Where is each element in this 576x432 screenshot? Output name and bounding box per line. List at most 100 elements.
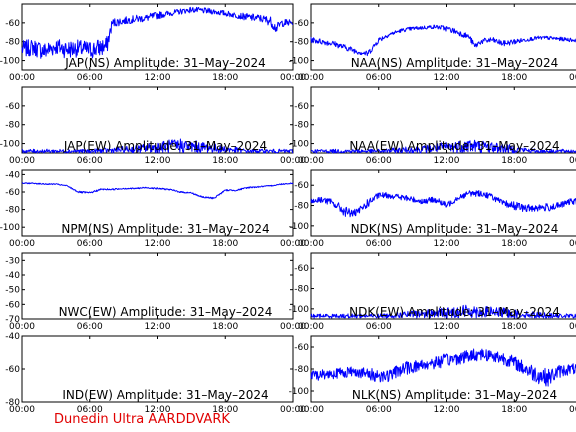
y-tick-label: -80 [294, 202, 309, 212]
y-tick-label: -80 [294, 121, 309, 131]
y-tick-label: -80 [5, 38, 20, 48]
panel-title: NDK(EW) Amplitude: 31–May–2024 [349, 305, 560, 319]
y-tick-label: -80 [5, 121, 20, 131]
x-tick-label: 12:00 [434, 322, 460, 332]
x-tick-label: 18:00 [501, 156, 527, 166]
x-tick-label: 18:00 [212, 405, 238, 415]
x-tick-label: 18:00 [501, 73, 527, 83]
y-tick-label: -100 [289, 305, 310, 315]
panel-nlk-ns: -60 -80 -100 00:00 06:00 12:00 18:00 00:00 NLK(N… [289, 335, 576, 415]
y-tick-label: -100 [289, 140, 310, 150]
x-tick-label: 12:00 [145, 156, 171, 166]
x-tick-label: 06:00 [77, 73, 103, 83]
y-tick-label: -60 [294, 181, 309, 191]
y-tick-label: -80 [5, 398, 20, 408]
panel-ndk-ew: -60 -80 -100 00:00 06:00 12:00 18:00 00:00 NDK(E… [289, 252, 576, 332]
y-tick-label: -60 [5, 365, 20, 375]
y-tick-label: -100 [289, 387, 310, 397]
x-tick-label: 00:00 [569, 405, 576, 415]
y-tick-label: -30 [5, 256, 20, 266]
x-tick-label: 00:00 [9, 405, 35, 415]
plot-frame [310, 86, 576, 154]
y-tick-label: -60 [294, 19, 309, 29]
x-tick-label: 12:00 [145, 239, 171, 249]
y-tick-label: -60 [294, 102, 309, 112]
x-tick-label: 00:00 [569, 156, 576, 166]
y-tick-label: -40 [5, 170, 20, 180]
x-tick-label: 12:00 [434, 73, 460, 83]
panels: -60 -80 -100 00:00 06:00 12:00 18:00 00:00 JAP(N… [0, 3, 576, 415]
x-tick-label: 18:00 [501, 239, 527, 249]
panel-title: NLK(NS) Amplitude: 31–May–2024 [352, 388, 557, 402]
y-tick-label: -50 [5, 286, 20, 296]
panel-ndk-ns: -60 -80 -100 00:00 06:00 12:00 18:00 00:00 NDK(N… [289, 169, 576, 249]
y-tick-label: -40 [5, 271, 20, 281]
x-tick-label: 12:00 [145, 405, 171, 415]
x-tick-label: 12:00 [145, 73, 171, 83]
x-tick-label: 00:00 [9, 322, 35, 332]
x-tick-label: 06:00 [77, 322, 103, 332]
plot-frame [21, 86, 294, 154]
panel-title: NWC(EW) Amplitude: 31–May–2024 [59, 305, 273, 319]
x-tick-label: 00:00 [298, 156, 324, 166]
x-tick-label: 00:00 [9, 73, 35, 83]
x-tick-label: 06:00 [366, 405, 392, 415]
x-tick-label: 06:00 [366, 73, 392, 83]
y-tick-label: -80 [294, 38, 309, 48]
series-trace [310, 24, 576, 57]
plot-frame [310, 3, 576, 71]
panel-jap-ew: -60 -80 -100 00:00 06:00 12:00 18:00 00:00 JAP(E… [0, 86, 306, 166]
y-tick-label: -60 [294, 264, 309, 274]
y-tick-label: -100 [0, 140, 20, 150]
y-tick-label: -40 [5, 332, 20, 342]
x-tick-label: 18:00 [212, 73, 238, 83]
y-tick-label: -60 [5, 102, 20, 112]
y-tick-label: -80 [5, 206, 20, 216]
y-tick-label: -60 [5, 19, 20, 29]
y-tick-label: -80 [294, 365, 309, 375]
x-tick-label: 00:00 [298, 73, 324, 83]
series-trace [21, 182, 294, 200]
plot-frame [21, 335, 294, 403]
x-tick-label: 06:00 [77, 156, 103, 166]
x-tick-label: 18:00 [501, 322, 527, 332]
x-tick-label: 18:00 [501, 405, 527, 415]
panel-title: NAA(EW) Amplitude: 31–May–2024 [349, 139, 559, 153]
panel-title: NPM(NS) Amplitude: 31–May–2024 [61, 222, 269, 236]
series-trace [310, 304, 576, 319]
panel-title: IND(EW) Amplitude: 31–May–2024 [62, 388, 268, 402]
x-tick-label: 00:00 [9, 239, 35, 249]
x-tick-label: 00:00 [298, 405, 324, 415]
x-tick-label: 00:00 [9, 156, 35, 166]
x-tick-label: 00:00 [569, 73, 576, 83]
panel-naa-ew: -60 -80 -100 00:00 06:00 12:00 18:00 00:00 NAA(E… [289, 86, 576, 166]
x-tick-label: 00:00 [280, 322, 306, 332]
y-tick-label: -100 [289, 222, 310, 232]
panel-jap-ns: -60 -80 -100 00:00 06:00 12:00 18:00 00:00 JAP(N… [0, 3, 306, 83]
y-tick-label: -80 [294, 285, 309, 295]
series-trace [310, 348, 576, 387]
y-tick-label: -70 [5, 315, 20, 325]
x-tick-label: 06:00 [366, 156, 392, 166]
x-tick-label: 00:00 [280, 239, 306, 249]
x-tick-label: 00:00 [569, 239, 576, 249]
x-tick-label: 06:00 [77, 239, 103, 249]
panel-naa-ns: -60 -80 -100 00:00 06:00 12:00 18:00 00:00 NAA(N… [289, 3, 576, 83]
panel-title: JAP(NS) Amplitude: 31–May–2024 [64, 56, 266, 70]
y-tick-label: -60 [294, 343, 309, 353]
y-tick-label: -100 [0, 223, 20, 233]
x-tick-label: 18:00 [212, 156, 238, 166]
plot-frame [21, 169, 294, 237]
x-tick-label: 12:00 [434, 156, 460, 166]
y-tick-label: -100 [0, 57, 20, 67]
panel-npm-ns: -40 -60 -80 -100 00:00 06:00 12:00 18:00 00:00 NP… [0, 169, 306, 249]
x-tick-label: 18:00 [212, 322, 238, 332]
y-tick-label: -100 [289, 57, 310, 67]
x-tick-label: 12:00 [434, 239, 460, 249]
y-tick-label: -60 [5, 188, 20, 198]
x-tick-label: 12:00 [434, 405, 460, 415]
x-tick-label: 12:00 [145, 322, 171, 332]
x-tick-label: 00:00 [569, 322, 576, 332]
